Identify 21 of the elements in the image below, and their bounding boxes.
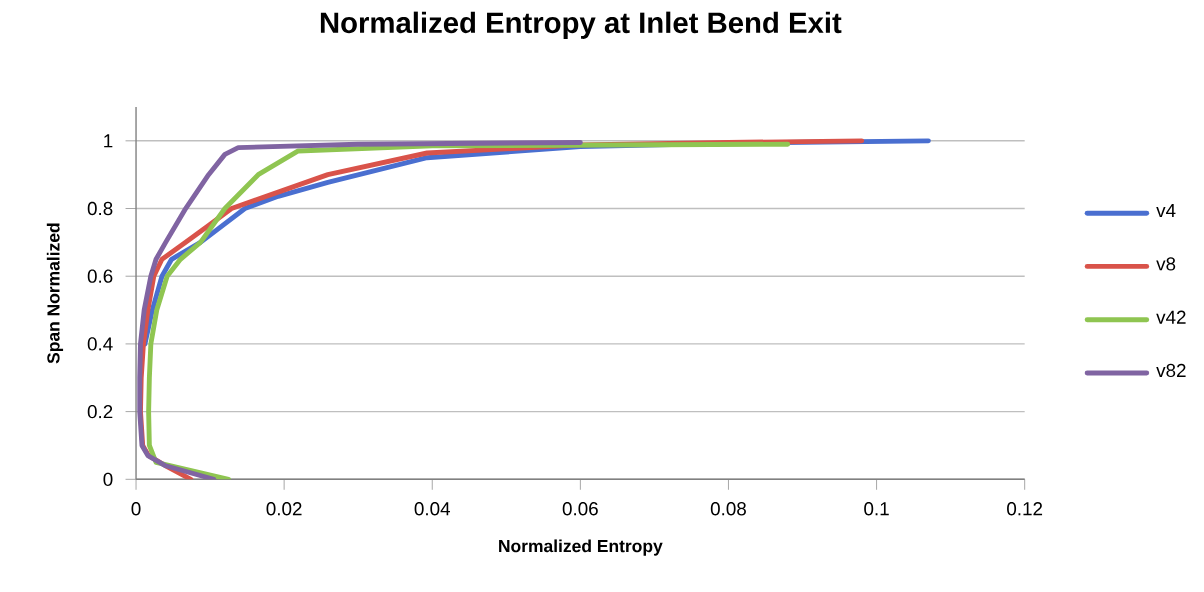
x-tick-label: 0.12 xyxy=(1007,502,1043,516)
chart-title: Normalized Entropy at Inlet Bend Exit xyxy=(320,11,842,40)
x-tick-label: 0.02 xyxy=(266,502,302,516)
y-tick-label: 0.8 xyxy=(87,202,113,216)
legend-label: v8 xyxy=(1156,257,1176,271)
x-tick-label: 0.04 xyxy=(414,502,451,516)
legend-label: v82 xyxy=(1156,364,1186,378)
y-tick-label: 0.4 xyxy=(87,337,113,351)
x-tick-label: 0.08 xyxy=(710,502,746,516)
x-tick-label: 0 xyxy=(131,502,141,516)
y-tick-label: 0.6 xyxy=(87,269,113,284)
x-tick-label: 0.06 xyxy=(562,502,598,516)
line-series xyxy=(137,140,583,480)
y-tick-label: 0.2 xyxy=(87,405,113,419)
y-tick-label: 1 xyxy=(104,134,113,148)
x-axis-title: Normalized Entropy xyxy=(499,539,663,556)
y-tick-label: 0 xyxy=(103,472,113,487)
x-tick-label: 0.1 xyxy=(864,502,889,516)
legend-label: v42 xyxy=(1156,310,1186,324)
legend-label: v4 xyxy=(1156,204,1176,218)
y-axis-title: Span Normalized xyxy=(46,223,64,364)
